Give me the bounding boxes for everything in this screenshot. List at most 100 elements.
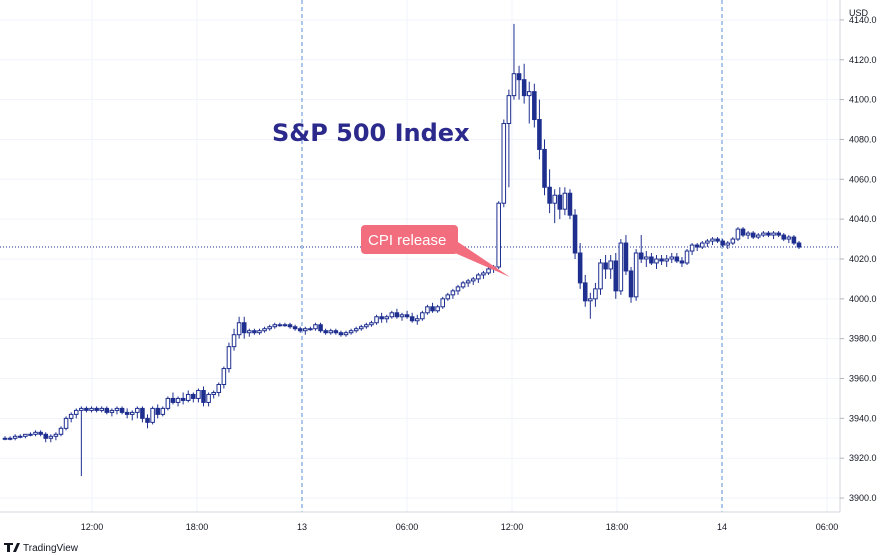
- candle[interactable]: [191, 392, 196, 403]
- candle[interactable]: [598, 258, 603, 295]
- candle[interactable]: [180, 392, 186, 405]
- candle[interactable]: [109, 408, 115, 417]
- candle[interactable]: [364, 322, 369, 329]
- candle[interactable]: [353, 326, 359, 333]
- candle[interactable]: [84, 406, 89, 413]
- candle[interactable]: [679, 256, 685, 267]
- candle[interactable]: [196, 388, 201, 403]
- candle[interactable]: [99, 406, 104, 413]
- candle[interactable]: [766, 231, 771, 238]
- candle[interactable]: [68, 412, 74, 423]
- candle[interactable]: [547, 169, 552, 214]
- candle[interactable]: [644, 251, 649, 267]
- candle[interactable]: [781, 233, 787, 242]
- candle[interactable]: [633, 249, 639, 301]
- candle[interactable]: [282, 322, 288, 327]
- candle[interactable]: [425, 304, 430, 315]
- candle[interactable]: [221, 366, 227, 389]
- candle[interactable]: [165, 396, 171, 411]
- candle[interactable]: [313, 322, 318, 331]
- candle[interactable]: [664, 255, 669, 267]
- candle[interactable]: [170, 392, 176, 405]
- candle[interactable]: [206, 392, 211, 407]
- candle[interactable]: [582, 274, 588, 307]
- candle[interactable]: [740, 227, 746, 238]
- candle[interactable]: [694, 243, 700, 252]
- candle[interactable]: [516, 65, 522, 100]
- candle[interactable]: [119, 406, 125, 415]
- candle[interactable]: [333, 328, 339, 335]
- candle[interactable]: [226, 342, 232, 373]
- candle[interactable]: [262, 326, 267, 333]
- candle[interactable]: [470, 276, 476, 285]
- candle[interactable]: [745, 231, 751, 240]
- candle[interactable]: [506, 89, 512, 188]
- candle[interactable]: [17, 434, 23, 439]
- candle[interactable]: [689, 243, 695, 256]
- candle[interactable]: [343, 330, 349, 337]
- candle[interactable]: [557, 187, 563, 220]
- candle[interactable]: [114, 406, 120, 415]
- candle[interactable]: [725, 241, 731, 250]
- candle[interactable]: [185, 390, 191, 403]
- candle[interactable]: [613, 253, 619, 299]
- candle[interactable]: [700, 241, 705, 250]
- candle[interactable]: [384, 314, 390, 323]
- candle[interactable]: [43, 432, 48, 443]
- candle[interactable]: [526, 81, 532, 124]
- candle[interactable]: [28, 432, 33, 437]
- candle[interactable]: [623, 235, 629, 275]
- candle[interactable]: [776, 231, 781, 238]
- candle[interactable]: [460, 280, 466, 289]
- candle[interactable]: [414, 314, 420, 325]
- price-axis[interactable]: 4140.0 4120.0 4100.0 4080.0 4060.0 4040.0 4020…: [840, 15, 877, 503]
- candle[interactable]: [7, 436, 13, 441]
- candle[interactable]: [38, 430, 43, 437]
- candle[interactable]: [104, 406, 110, 415]
- candle[interactable]: [297, 326, 303, 333]
- candle[interactable]: [735, 227, 741, 242]
- candle[interactable]: [465, 278, 471, 287]
- candle[interactable]: [308, 326, 313, 331]
- candle[interactable]: [135, 406, 140, 419]
- candle[interactable]: [287, 322, 293, 329]
- candle[interactable]: [420, 310, 425, 321]
- candle[interactable]: [236, 316, 242, 339]
- candle[interactable]: [440, 296, 445, 309]
- candle[interactable]: [404, 310, 410, 319]
- candle[interactable]: [63, 416, 69, 431]
- candle[interactable]: [155, 404, 160, 419]
- candle[interactable]: [409, 312, 415, 323]
- candle[interactable]: [277, 322, 283, 327]
- candle[interactable]: [318, 322, 323, 333]
- candle[interactable]: [638, 235, 644, 263]
- candle[interactable]: [476, 272, 481, 283]
- candle[interactable]: [649, 253, 654, 265]
- candle[interactable]: [129, 410, 135, 421]
- candle[interactable]: [654, 255, 659, 269]
- candle[interactable]: [684, 249, 690, 265]
- candle[interactable]: [496, 201, 501, 269]
- candle[interactable]: [588, 292, 593, 319]
- candle[interactable]: [369, 320, 374, 327]
- candle[interactable]: [399, 312, 405, 321]
- candle[interactable]: [608, 255, 613, 279]
- candle[interactable]: [567, 189, 573, 220]
- candle[interactable]: [577, 243, 583, 289]
- candle[interactable]: [791, 235, 797, 246]
- candle[interactable]: [252, 328, 257, 335]
- tradingview-logo[interactable]: TradingView: [4, 543, 79, 554]
- candle[interactable]: [501, 119, 507, 208]
- candle[interactable]: [532, 83, 537, 128]
- candle[interactable]: [750, 231, 756, 240]
- candle[interactable]: [715, 237, 720, 244]
- candle[interactable]: [394, 308, 400, 319]
- candle[interactable]: [593, 282, 598, 307]
- candle[interactable]: [730, 237, 736, 246]
- candle[interactable]: [241, 316, 247, 339]
- candle[interactable]: [23, 433, 28, 439]
- candle[interactable]: [292, 324, 298, 331]
- candle[interactable]: [175, 396, 181, 407]
- candle[interactable]: [542, 139, 547, 196]
